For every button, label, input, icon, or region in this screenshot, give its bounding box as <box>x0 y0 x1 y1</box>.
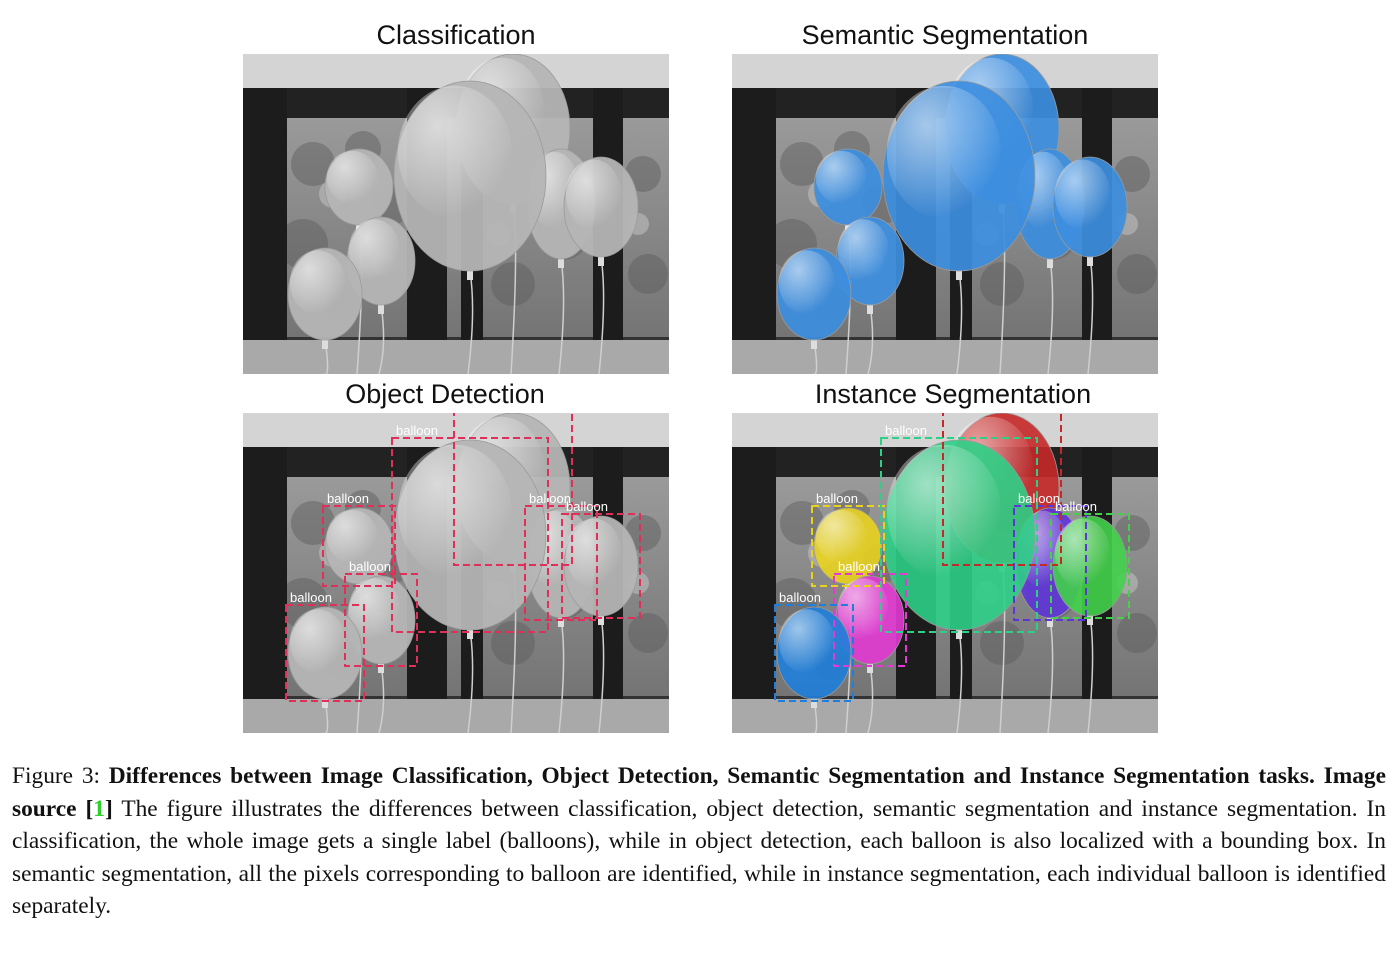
svg-text:balloon: balloon <box>779 590 821 605</box>
instance-segmentation-image: balloonballoonballoonballoonballoonballo… <box>732 413 1158 733</box>
classification-title: Classification <box>376 20 536 50</box>
svg-text:balloon: balloon <box>1055 499 1097 514</box>
object-detection-title: Object Detection <box>345 379 545 409</box>
object-detection-image: balloonballoonballoonballoonballoonballo… <box>243 413 669 733</box>
svg-text:balloon: balloon <box>566 499 608 514</box>
citation-link[interactable]: 1 <box>93 795 105 822</box>
classification-panel <box>243 54 669 374</box>
caption-bold-text: Differences between Image Classification… <box>12 763 1386 822</box>
caption-bold-close: ] <box>104 795 113 822</box>
svg-text:balloon: balloon <box>1018 491 1060 506</box>
svg-text:balloon: balloon <box>290 590 332 605</box>
caption-body: The figure illustrates the differences b… <box>12 795 1386 920</box>
figure-caption: Figure 3: Differences between Image Clas… <box>12 760 1386 923</box>
svg-text:balloon: balloon <box>349 559 391 574</box>
svg-text:balloon: balloon <box>529 491 571 506</box>
semantic-segmentation-image <box>732 54 1158 374</box>
semantic-segmentation-panel <box>732 54 1158 374</box>
instance-segmentation-title: Instance Segmentation <box>814 379 1092 409</box>
semantic-segmentation-title: Semantic Segmentation <box>801 20 1089 50</box>
svg-text:balloon: balloon <box>396 423 438 438</box>
instance-segmentation-panel: balloon balloon balloon balloon balloon ballo… <box>732 413 1158 733</box>
svg-text:balloon: balloon <box>816 491 858 506</box>
figure-label: Figure 3: <box>12 763 101 789</box>
svg-text:balloon: balloon <box>838 559 880 574</box>
svg-text:balloon: balloon <box>327 491 369 506</box>
classification-image <box>243 54 669 374</box>
object-detection-panel: balloon balloon balloon balloon balloon ballo… <box>243 413 669 733</box>
svg-text:balloon: balloon <box>885 423 927 438</box>
